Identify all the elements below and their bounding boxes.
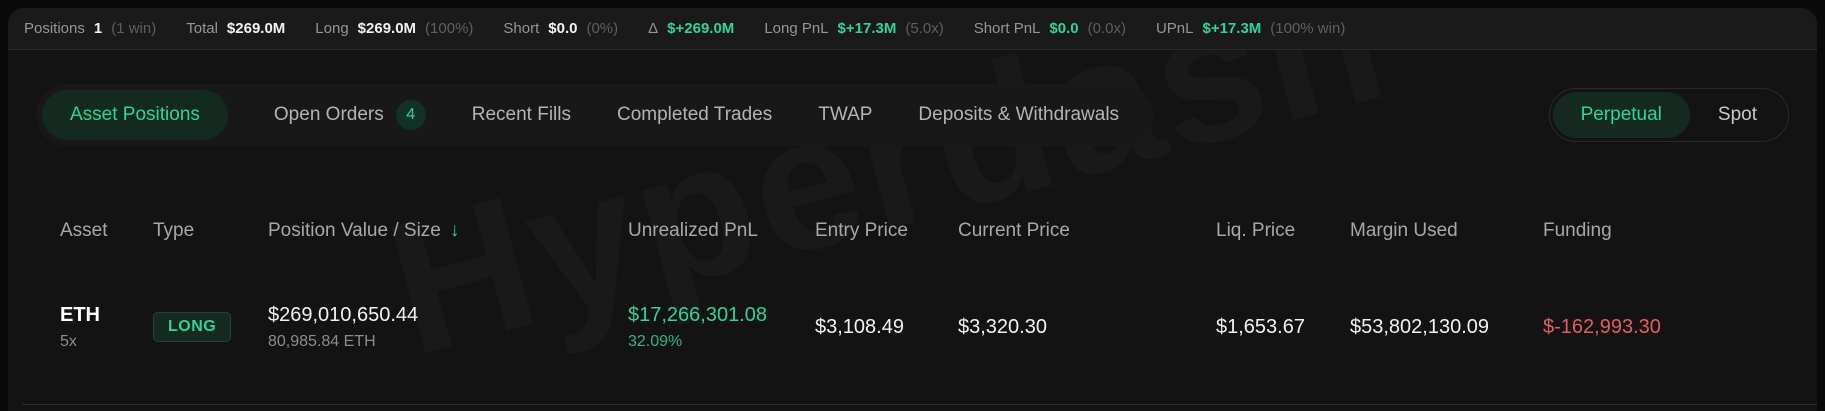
tabs-group: Asset Positions Open Orders 4 Recent Fil… [36,84,1154,146]
entry-price: $3,108.49 [815,316,904,338]
stat-long: Long $269.0M (100%) [315,20,473,37]
bottom-divider [22,404,1817,405]
positions-table: Asset Type Position Value / Size ↓ Unrea… [36,218,1789,352]
stat-value: $+17.3M [1202,20,1262,37]
stat-note: (5.0x) [905,20,944,37]
stat-label: Total [186,20,218,37]
column-header-funding[interactable]: Funding [1543,220,1612,241]
stat-label: Long PnL [764,20,829,37]
position-size: 80,985.84 ETH [268,333,376,350]
tab-label: TWAP [818,104,873,125]
asset-leverage: 5x [60,333,77,350]
stat-note: (0.0x) [1087,20,1126,37]
funding: $-162,993.30 [1543,316,1661,338]
stat-label: Long [315,20,349,37]
column-header-liq-price[interactable]: Liq. Price [1216,220,1296,241]
tab-open-orders[interactable]: Open Orders 4 [274,100,426,130]
tab-deposits-withdrawals[interactable]: Deposits & Withdrawals [918,104,1119,126]
unrealized-pnl-cell: $17,266,301.08 32.09% [628,302,815,352]
stat-value: $269.0M [357,20,417,37]
tab-label: Asset Positions [70,104,200,125]
sort-desc-icon: ↓ [449,220,460,241]
column-header-unrealized-pnl[interactable]: Unrealized PnL [628,220,758,241]
delta-icon: Δ [648,20,659,37]
stat-note: (0%) [586,20,619,37]
asset-cell: ETH 5x [60,302,153,352]
column-header-margin-used[interactable]: Margin Used [1350,220,1458,241]
tabs-row: Asset Positions Open Orders 4 Recent Fil… [36,84,1789,146]
stat-positions: Positions 1 (1 win) [24,20,156,37]
stat-long-pnl: Long PnL $+17.3M (5.0x) [764,20,943,37]
tab-label: Completed Trades [616,104,773,125]
current-price: $3,320.30 [958,316,1047,338]
toggle-perpetual[interactable]: Perpetual [1552,92,1690,138]
long-badge: LONG [153,312,232,342]
unrealized-pnl: $17,266,301.08 [628,304,768,326]
stat-upnl: UPnL $+17.3M (100% win) [1156,20,1345,37]
stat-short-pnl: Short PnL $0.0 (0.0x) [974,20,1126,37]
stat-total: Total $269.0M [186,20,285,37]
table-header-row: Asset Type Position Value / Size ↓ Unrea… [60,218,1789,244]
tab-label: Open Orders [273,104,384,125]
stat-value: $0.0 [1049,20,1079,37]
stat-short: Short $0.0 (0%) [503,20,618,37]
column-header-type[interactable]: Type [153,220,195,241]
toggle-spot[interactable]: Spot [1690,92,1785,138]
margin-used: $53,802,130.09 [1350,316,1490,338]
tab-asset-positions[interactable]: Asset Positions [42,90,228,140]
positions-panel: Hyperdash Positions 1 (1 win) Total $269… [8,8,1817,411]
stat-label: Positions [24,20,85,37]
stat-label: Short PnL [973,20,1041,37]
stats-bar: Positions 1 (1 win) Total $269.0M Long $… [8,8,1817,50]
stat-delta: Δ $+269.0M [648,20,734,37]
toggle-label: Perpetual [1580,104,1662,125]
asset-symbol: ETH [60,304,100,326]
toggle-label: Spot [1717,104,1757,125]
type-cell: LONG [153,312,268,342]
stat-note: (100%) [425,20,474,37]
tab-label: Recent Fills [471,104,571,125]
column-header-entry-price[interactable]: Entry Price [815,220,908,241]
stat-note: (100% win) [1270,20,1346,37]
stat-value: $+269.0M [667,20,735,37]
stat-value: $269.0M [226,20,286,37]
column-header-asset[interactable]: Asset [60,220,108,241]
stat-value: $0.0 [548,20,578,37]
stat-value: $+17.3M [837,20,897,37]
stat-note: (1 win) [111,20,157,37]
stat-value: 1 [93,20,103,37]
column-header-current-price[interactable]: Current Price [958,220,1070,241]
market-type-toggle: Perpetual Spot [1548,88,1789,142]
tab-label: Deposits & Withdrawals [918,104,1120,125]
content-area: Asset Positions Open Orders 4 Recent Fil… [8,84,1817,352]
position-value: $269,010,650.44 [268,304,419,326]
stat-label: UPnL [1155,20,1194,37]
tab-completed-trades[interactable]: Completed Trades [617,104,772,126]
position-value-cell: $269,010,650.44 80,985.84 ETH [268,302,628,352]
stat-label: Short [503,20,540,37]
unrealized-pnl-percent: 32.09% [628,333,683,350]
open-orders-count-badge: 4 [395,100,426,130]
table-row[interactable]: ETH 5x LONG $269,010,650.44 80,985.84 ET… [60,302,1789,352]
tab-twap[interactable]: TWAP [818,104,872,126]
liq-price: $1,653.67 [1216,316,1305,338]
column-header-position-value[interactable]: Position Value / Size ↓ [268,218,628,244]
tab-recent-fills[interactable]: Recent Fills [472,104,571,126]
